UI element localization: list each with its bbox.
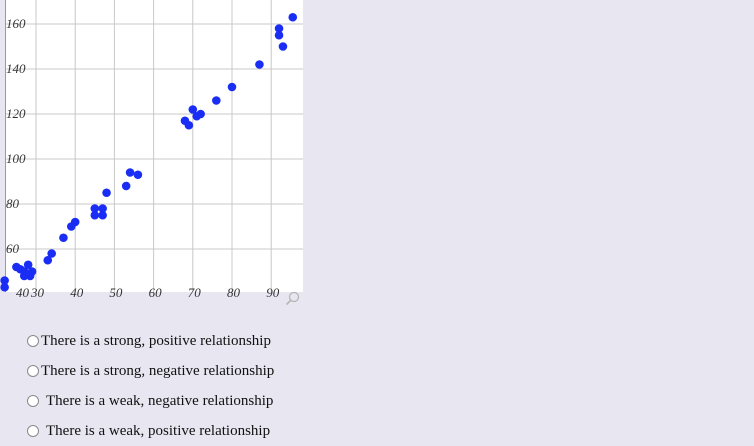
option-weak-negative[interactable]: There is a weak, negative relationship xyxy=(27,386,274,416)
data-point xyxy=(227,82,237,92)
x-tick-label: 90 xyxy=(266,285,280,300)
data-point xyxy=(278,42,288,51)
radio-button[interactable] xyxy=(27,395,39,407)
x-tick-label: 70 xyxy=(188,285,202,300)
y-tick-label: 120 xyxy=(6,106,26,121)
data-point xyxy=(90,210,100,220)
data-point xyxy=(196,109,205,119)
data-point xyxy=(0,282,9,292)
radio-button[interactable] xyxy=(27,425,39,437)
data-point xyxy=(19,271,29,281)
option-label: There is a weak, positive relationship xyxy=(46,422,271,439)
data-point xyxy=(59,233,68,243)
option-label: There is a strong, positive relationship xyxy=(41,332,271,349)
data-point xyxy=(70,217,80,227)
option-weak-positive[interactable]: There is a weak, positive relationship xyxy=(27,416,274,446)
x-tick-label: 60 xyxy=(149,285,163,300)
data-point xyxy=(274,24,284,33)
data-point xyxy=(47,249,56,258)
data-point-layer xyxy=(0,12,298,292)
data-point xyxy=(98,210,107,220)
option-strong-positive[interactable]: There is a strong, positive relationship xyxy=(27,326,274,356)
radio-button[interactable] xyxy=(27,365,39,377)
data-point xyxy=(274,30,284,40)
y-tick-label: 100 xyxy=(6,151,26,166)
data-point xyxy=(0,276,9,285)
x-tick-label: 40 xyxy=(70,285,84,300)
y-tick-label: 160 xyxy=(6,16,26,31)
data-point xyxy=(98,204,107,213)
data-point xyxy=(255,60,264,69)
option-label: There is a strong, negative relationship xyxy=(41,362,275,379)
corner-tick-label: 40 xyxy=(16,285,30,300)
grid-layer xyxy=(5,0,303,292)
data-point xyxy=(184,120,194,130)
y-tick-label: 140 xyxy=(6,61,26,76)
x-tick-label: 50 xyxy=(109,285,123,300)
scatter-plot: 60 80 100 120 140 160 30 40 50 60 70 80 90 40 xyxy=(0,0,310,310)
data-point xyxy=(23,260,33,270)
radio-button[interactable] xyxy=(27,335,39,347)
x-tick-label: 80 xyxy=(227,285,241,300)
data-point xyxy=(90,204,100,213)
data-point xyxy=(188,105,198,114)
option-label: There is a weak, negative relationship xyxy=(46,392,274,409)
x-tick-label: 30 xyxy=(30,285,45,300)
data-point xyxy=(102,188,111,198)
y-tick-label: 80 xyxy=(6,196,20,211)
data-point xyxy=(43,255,53,265)
data-point xyxy=(133,170,143,180)
data-point xyxy=(125,168,135,177)
data-point xyxy=(288,12,298,22)
option-strong-negative[interactable]: There is a strong, negative relationship xyxy=(27,356,274,386)
y-tick-label: 60 xyxy=(6,241,20,256)
zoom-icon[interactable] xyxy=(286,291,300,305)
answer-options: There is a strong, positive relationship… xyxy=(27,326,274,446)
data-point xyxy=(27,267,37,276)
data-point xyxy=(212,96,221,105)
data-point xyxy=(121,181,131,191)
